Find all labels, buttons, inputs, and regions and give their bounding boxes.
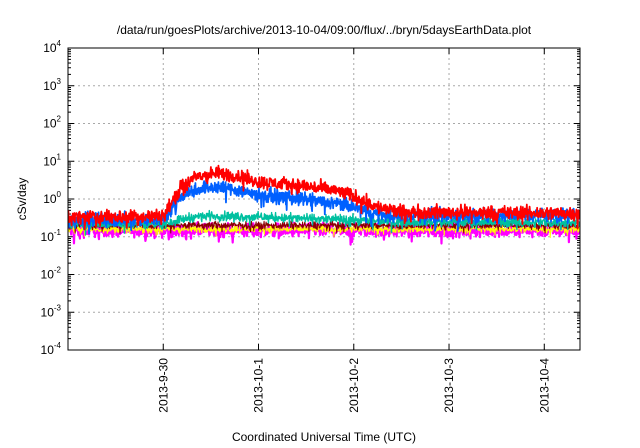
series-line [68,219,580,234]
chart-title: /data/run/goesPlots/archive/2013-10-04/0… [117,23,532,37]
y-tick-label: 100 [43,190,61,206]
series-layer [68,164,580,246]
series-line [68,164,580,231]
x-tick-label: 2013-10-3 [442,358,456,413]
y-tick-label: 104 [43,39,61,55]
y-axis-label: cSv/day [15,178,29,221]
grid [68,48,580,350]
y-tick-label: 10-3 [41,303,62,319]
y-tick-label: 10-4 [41,341,62,357]
y-tick-label: 101 [43,152,61,168]
plot-frame [67,47,581,351]
y-tick-label: 103 [43,77,61,93]
x-tick-label: 2013-9-30 [156,358,170,413]
y-tick-label: 10-2 [41,266,62,282]
y-tick-label: 10-1 [41,228,62,244]
x-tick-label: 2013-10-4 [537,358,551,413]
x-tick-label: 2013-10-1 [252,358,266,413]
x-tick-label: 2013-10-2 [347,358,361,413]
x-axis-label: Coordinated Universal Time (UTC) [232,430,416,444]
axis-ticks: 10-4 10-3 10-2 10-1 100 101 102 103 104 2013-9-30… [41,39,580,413]
y-tick-label: 102 [43,115,61,131]
